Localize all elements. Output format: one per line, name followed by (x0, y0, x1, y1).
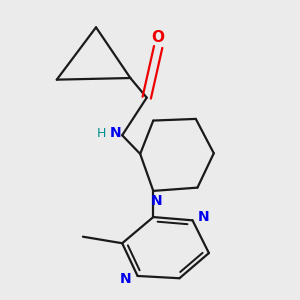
Text: N: N (151, 194, 162, 208)
Text: N: N (119, 272, 131, 286)
Text: H: H (97, 127, 106, 140)
Text: N: N (110, 126, 122, 140)
Text: N: N (198, 210, 210, 224)
Text: O: O (152, 30, 165, 45)
